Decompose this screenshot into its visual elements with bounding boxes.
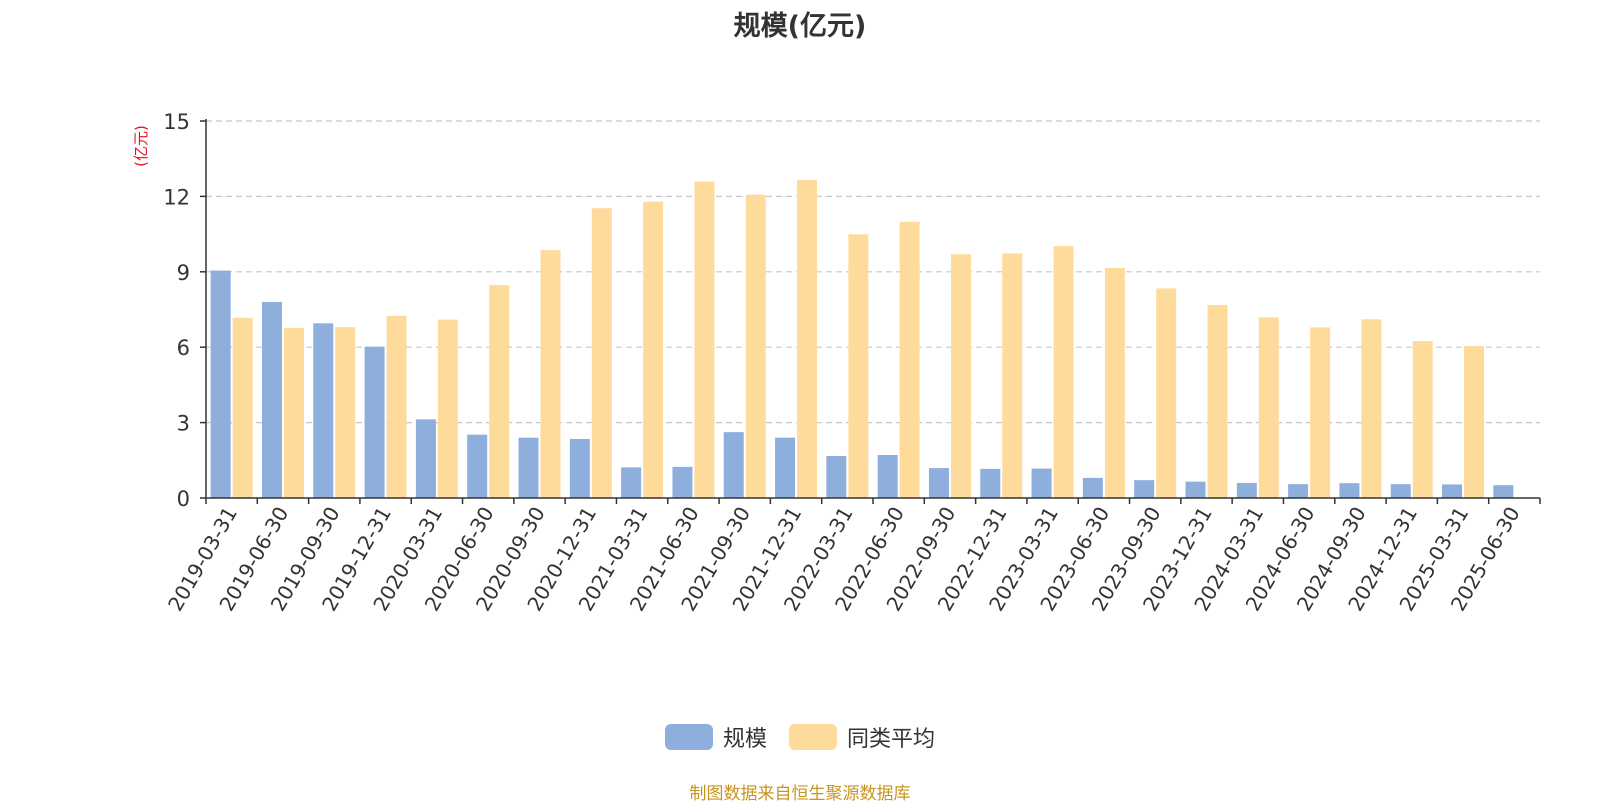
y-tick-label: 15: [163, 110, 190, 134]
bar-scale: [569, 438, 590, 498]
bar-scale: [877, 455, 898, 498]
bar-peer-average: [1412, 341, 1433, 498]
bar-scale: [775, 437, 796, 498]
bar-scale: [1288, 484, 1309, 498]
bar-peer-average: [643, 201, 664, 499]
bar-peer-average: [232, 317, 253, 498]
legend-item-scale[interactable]: 规模: [664, 721, 767, 753]
bar-peer-average: [899, 221, 920, 498]
bars-layer: [210, 180, 1514, 499]
bar-peer-average: [1002, 253, 1023, 498]
bar-peer-average: [335, 327, 356, 498]
bar-peer-average: [797, 180, 818, 498]
bar-peer-average: [745, 194, 766, 498]
bar-scale: [672, 466, 693, 498]
legend-label-peer-average: 同类平均: [847, 727, 936, 752]
legend-label-scale: 规模: [722, 727, 767, 752]
legend-swatch-scale: [664, 724, 713, 750]
bar-peer-average: [591, 208, 612, 499]
bar-peer-average: [694, 181, 715, 498]
bar-scale: [364, 346, 385, 498]
bar-scale: [1390, 484, 1411, 498]
bar-scale: [210, 270, 231, 498]
y-tick-label: 12: [163, 185, 190, 209]
bar-scale: [518, 437, 539, 498]
bar-scale: [723, 432, 744, 498]
bar-scale: [1442, 484, 1463, 498]
bar-scale: [980, 468, 1001, 498]
bar-scale: [1082, 477, 1103, 498]
bar-peer-average: [1104, 268, 1125, 498]
bar-peer-average: [386, 315, 407, 498]
bar-scale: [1493, 485, 1514, 498]
y-tick-label: 0: [177, 487, 190, 511]
chart-title: 规模(亿元): [733, 11, 867, 42]
legend: 规模 同类平均: [0, 721, 1600, 753]
bar-peer-average: [1464, 345, 1485, 498]
y-tick-label: 9: [177, 261, 190, 285]
bar-peer-average: [1310, 327, 1331, 498]
bar-peer-average: [540, 250, 561, 498]
bar-scale: [415, 419, 436, 498]
bar-scale: [928, 468, 949, 498]
source-note: 制图数据来自恒生聚源数据库: [689, 784, 911, 804]
bar-scale: [1236, 482, 1257, 498]
bar-peer-average: [1361, 319, 1382, 498]
bar-scale: [1339, 483, 1360, 498]
bar-peer-average: [950, 254, 971, 498]
bar-peer-average: [848, 234, 869, 499]
legend-item-peer-average[interactable]: 同类平均: [789, 721, 935, 753]
bar-scale: [826, 456, 847, 498]
bar-scale: [1134, 480, 1155, 498]
bar-scale: [467, 434, 488, 498]
bar-peer-average: [437, 319, 458, 498]
bar-scale: [261, 301, 282, 498]
y-tick-label: 6: [177, 336, 190, 360]
bar-scale: [1185, 481, 1206, 498]
bar-peer-average: [1156, 288, 1177, 498]
bar-scale: [621, 467, 642, 498]
bar-peer-average: [1207, 304, 1228, 498]
y-tick-label: 3: [177, 412, 190, 436]
bar-scale: [313, 323, 334, 498]
legend-swatch-peer-average: [789, 724, 837, 750]
bar-scale: [1031, 468, 1052, 498]
bar-peer-average: [1053, 246, 1074, 498]
bar-peer-average: [489, 285, 510, 498]
y-axis-unit-label: (亿元): [132, 125, 150, 167]
bar-peer-average: [1258, 317, 1279, 498]
bar-peer-average: [283, 327, 304, 498]
